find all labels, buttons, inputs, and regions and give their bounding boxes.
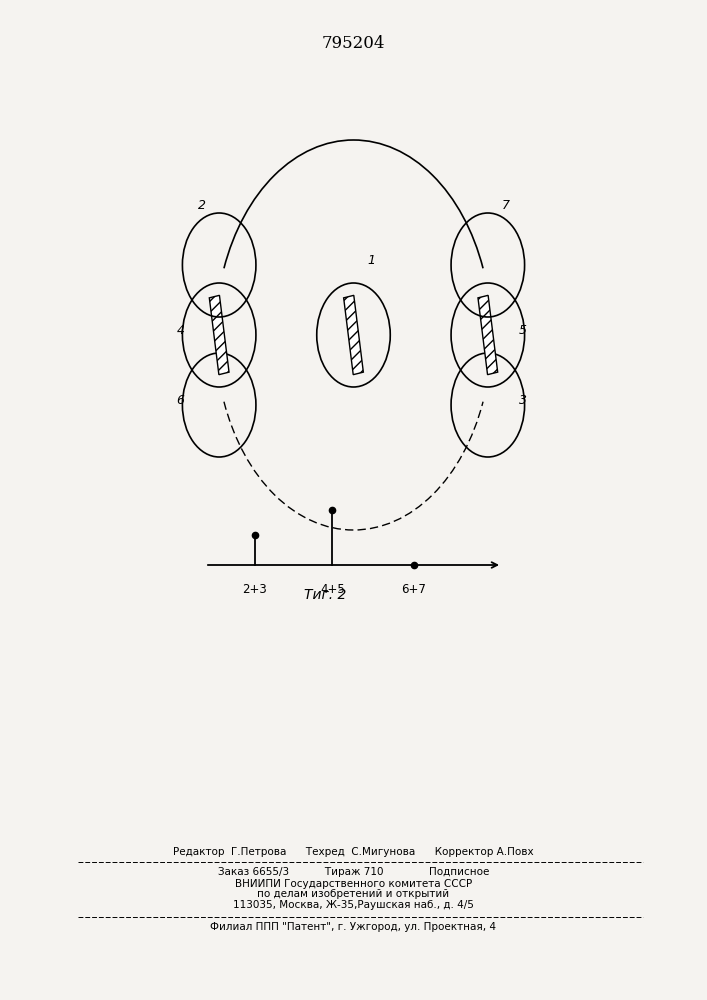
Text: 4: 4 [176,324,185,336]
Bar [344,295,363,375]
Text: 3: 3 [519,393,527,406]
Bar [478,295,498,375]
Text: 113035, Москва, Ж-35,Раушская наб., д. 4/5: 113035, Москва, Ж-35,Раушская наб., д. 4… [233,900,474,910]
Text: Заказ 6655/3           Тираж 710              Подписное: Заказ 6655/3 Тираж 710 Подписное [218,867,489,877]
Text: Τиг. 2: Τиг. 2 [304,588,346,602]
Text: ВНИИПИ Государственного комитета СССР: ВНИИПИ Государственного комитета СССР [235,879,472,889]
Text: 2+3: 2+3 [242,583,267,596]
Text: 795204: 795204 [322,34,385,51]
Text: 4+5: 4+5 [320,583,345,596]
Text: 2: 2 [197,199,206,212]
Text: 5: 5 [519,324,527,336]
Text: Филиал ППП "Патент", г. Ужгород, ул. Проектная, 4: Филиал ППП "Патент", г. Ужгород, ул. Про… [211,922,496,932]
Text: Редактор  Г.Петрова      Техред  С.Мигунова      Корректор А.Повх: Редактор Г.Петрова Техред С.Мигунова Кор… [173,847,534,857]
Text: 7: 7 [501,199,510,212]
Bar [209,295,229,375]
Text: по делам изобретений и открытий: по делам изобретений и открытий [257,889,450,899]
Text: 6+7: 6+7 [401,583,426,596]
Text: 1: 1 [367,253,375,266]
Text: 6: 6 [176,393,185,406]
